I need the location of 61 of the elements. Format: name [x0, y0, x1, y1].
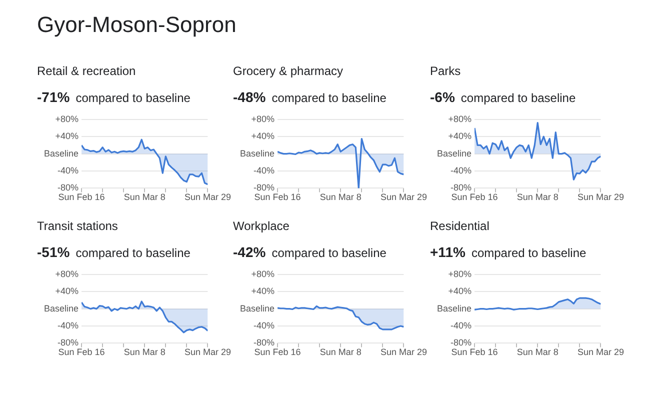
- x-tick-label: Sun Mar 8: [320, 192, 362, 202]
- chart-title: Workplace: [233, 219, 290, 233]
- chart-subtitle: +11% compared to baseline: [430, 244, 586, 260]
- y-tick-label: Baseline: [436, 303, 472, 314]
- x-tick-label: Sun Mar 8: [320, 347, 362, 358]
- y-tick-label: Baseline: [240, 148, 275, 158]
- y-tick-label: -40%: [450, 320, 472, 330]
- x-tick-label: Sun Feb 16: [451, 347, 498, 358]
- y-tick-label: -40%: [450, 165, 472, 176]
- x-tick-label: Sun Feb 16: [58, 192, 105, 202]
- y-tick-label: +80%: [448, 114, 472, 124]
- y-tick-label: +40%: [251, 131, 275, 142]
- y-tick-label: -80%: [58, 182, 79, 193]
- y-tick-label: Baseline: [436, 148, 472, 158]
- chart-title: Grocery & pharmacy: [233, 64, 344, 78]
- y-tick-label: -40%: [58, 320, 79, 330]
- x-tick-label: Sun Mar 29: [577, 192, 624, 202]
- x-tick-label: Sun Mar 8: [124, 192, 166, 202]
- y-tick-label: +40%: [55, 286, 79, 296]
- y-tick-label: +80%: [251, 268, 275, 279]
- chart-title: Retail & recreation: [37, 64, 136, 78]
- x-tick-label: Sun Feb 16: [58, 347, 105, 358]
- y-tick-label: +80%: [55, 114, 79, 124]
- y-tick-label: -40%: [254, 165, 275, 176]
- x-tick-label: Sun Mar 8: [516, 347, 558, 358]
- y-tick-label: -40%: [58, 165, 79, 176]
- y-tick-label: +80%: [251, 114, 275, 124]
- x-tick-label: Sun Feb 16: [254, 192, 301, 202]
- y-tick-label: -80%: [58, 338, 79, 348]
- y-tick-label: +40%: [448, 131, 472, 142]
- y-tick-label: -80%: [450, 182, 472, 193]
- x-tick-label: Sun Mar 29: [184, 347, 232, 358]
- chart-subtitle: -42% compared to baseline: [233, 244, 386, 260]
- chart-subtitle: -71% compared to baseline: [37, 89, 190, 105]
- chart-subtitle: -51% compared to baseline: [37, 244, 190, 260]
- x-tick-label: Sun Mar 8: [124, 347, 166, 358]
- y-tick-label: -80%: [254, 338, 275, 348]
- y-tick-label: +80%: [55, 268, 79, 279]
- x-tick-label: Sun Feb 16: [254, 347, 301, 358]
- y-tick-label: Baseline: [44, 303, 79, 314]
- x-tick-label: Sun Mar 29: [184, 192, 232, 202]
- x-tick-label: Sun Mar 29: [380, 347, 428, 358]
- chart-title: Transit stations: [37, 219, 118, 233]
- y-tick-label: Baseline: [240, 303, 275, 314]
- y-tick-label: -80%: [254, 182, 275, 193]
- chart-subtitle: -48% compared to baseline: [233, 89, 386, 105]
- chart-title: Parks: [430, 64, 462, 80]
- x-tick-label: Sun Mar 8: [516, 192, 558, 202]
- y-tick-label: +40%: [251, 286, 275, 296]
- x-tick-label: Sun Feb 16: [451, 192, 498, 202]
- x-tick-label: Sun Mar 29: [380, 192, 428, 202]
- y-tick-label: +40%: [55, 131, 79, 142]
- y-tick-label: -80%: [450, 338, 472, 348]
- y-tick-label: +40%: [448, 286, 472, 296]
- text: Gyor-Moson-Sopron: [37, 12, 236, 38]
- y-tick-label: -40%: [254, 320, 275, 330]
- chart-title: Residential: [430, 219, 490, 235]
- y-tick-label: Baseline: [44, 148, 79, 158]
- chart-subtitle: -6% compared to baseline: [430, 89, 576, 105]
- x-tick-label: Sun Mar 29: [577, 347, 624, 358]
- y-tick-label: +80%: [448, 268, 472, 279]
